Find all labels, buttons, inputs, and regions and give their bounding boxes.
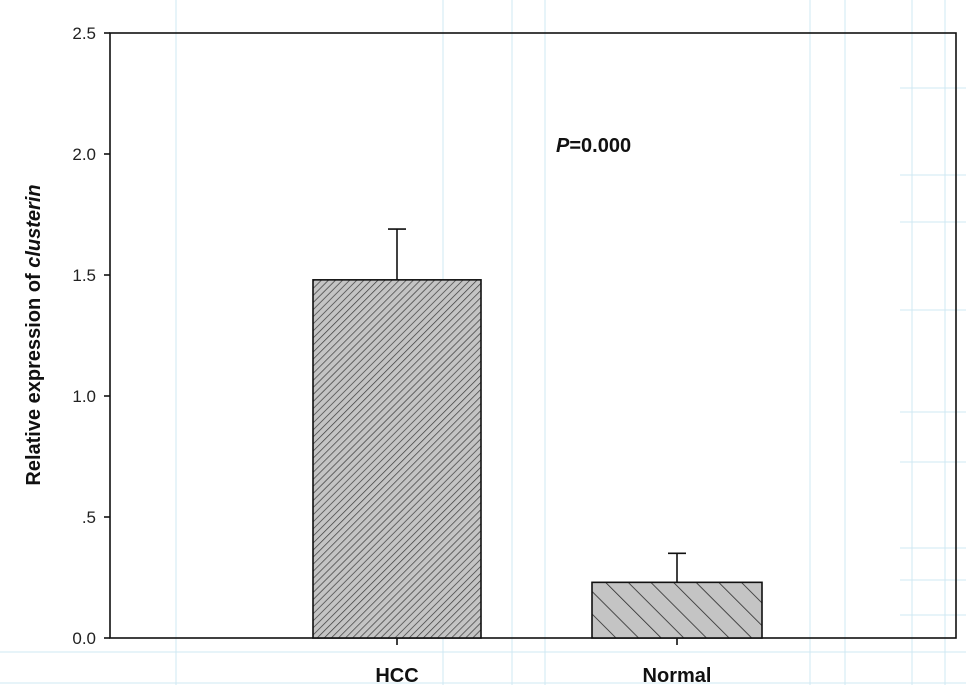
y-tick-label: 2.0 (72, 145, 96, 164)
y-tick-label: .5 (82, 508, 96, 527)
p-value-text: =0.000 (569, 135, 631, 157)
y-tick-label: 1.5 (72, 266, 96, 285)
bar-normal (591, 581, 763, 639)
y-tick-label: 2.5 (72, 24, 96, 43)
y-axis: 0.0 .5 1.0 1.5 2.0 2.5 (72, 24, 110, 648)
y-tick-label: 0.0 (72, 629, 96, 648)
bars (312, 279, 763, 639)
x-axis: HCC Normal (375, 638, 711, 685)
x-tick-label: Normal (643, 665, 712, 685)
error-bars (388, 228, 686, 583)
y-axis-label-prefix: Relative expression of (23, 268, 45, 486)
p-value-symbol: P (556, 135, 570, 157)
x-tick-label: HCC (375, 665, 418, 685)
y-axis-label-gene: clusterin (23, 184, 45, 267)
y-tick-label: 1.0 (72, 387, 96, 406)
y-axis-label: Relative expression of clusterin (23, 184, 45, 485)
p-value-annotation: P=0.000 (556, 135, 631, 157)
plot-frame (109, 32, 957, 639)
bar-hcc (312, 279, 482, 639)
